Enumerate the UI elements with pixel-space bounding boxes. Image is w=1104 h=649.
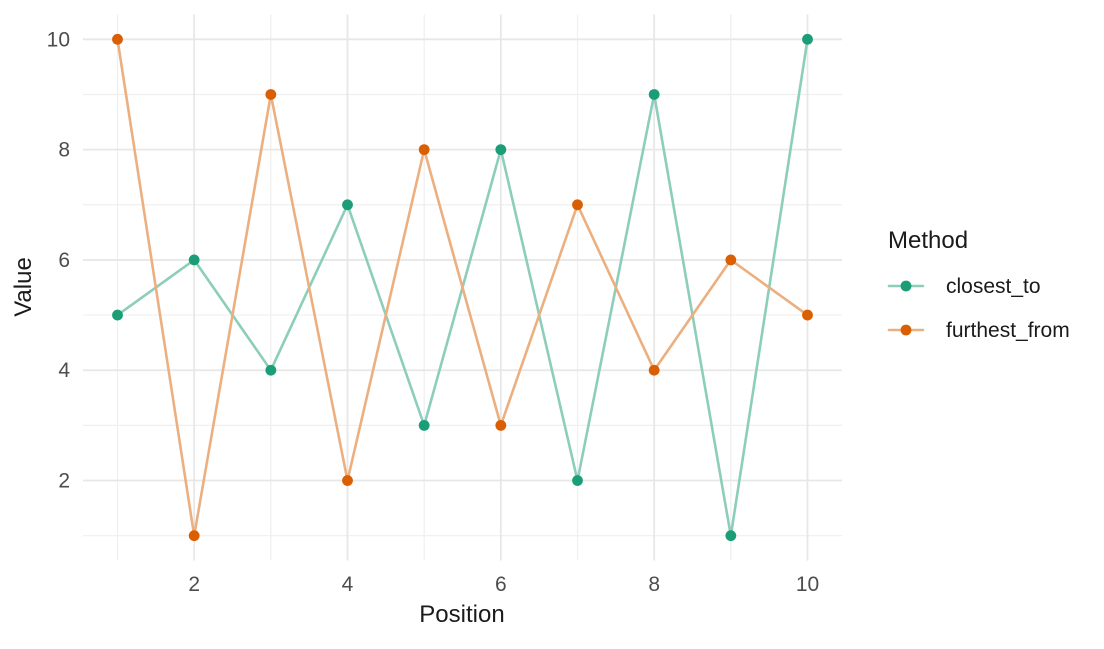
closest_to-point: [342, 199, 353, 211]
x-axis-title: Position: [419, 601, 504, 628]
furthest_from-point: [572, 199, 583, 211]
closest_to-point: [112, 309, 123, 321]
gridlines: [83, 14, 842, 561]
x-tick-labels: 2 4 6 8 10: [188, 573, 819, 596]
legend-label: furthest_from: [946, 319, 1070, 342]
series-lines: [116, 38, 809, 537]
closest_to-point: [188, 254, 200, 266]
closest_to-point: [495, 144, 507, 156]
y-tick-label: 8: [58, 139, 70, 162]
y-axis-title: Value: [10, 257, 37, 317]
closest_to-point: [725, 530, 737, 542]
furthest_from-point: [188, 530, 200, 542]
y-tick-label: 6: [58, 249, 70, 272]
furthest_from-point: [495, 419, 507, 431]
furthest_from-point: [802, 309, 813, 321]
closest_to-point: [572, 475, 583, 486]
legend-key-dot: [900, 324, 912, 336]
furthest_from-point: [265, 89, 277, 100]
y-tick-label: 2: [58, 470, 70, 493]
x-tick-label: 10: [796, 573, 819, 596]
closest_to-point: [648, 89, 660, 100]
legend-label: closest_to: [946, 275, 1041, 298]
closest_to-point: [418, 419, 430, 431]
furthest_from-point: [342, 475, 353, 486]
y-tick-label: 4: [58, 359, 70, 382]
legend-title: Method: [888, 227, 968, 254]
x-tick-label: 8: [648, 573, 660, 596]
x-tick-label: 2: [188, 573, 200, 596]
furthest_from-line: [116, 38, 809, 537]
closest_to-point: [802, 33, 813, 45]
furthest_from-point: [112, 33, 123, 45]
series-points: [112, 33, 813, 542]
x-tick-label: 4: [342, 573, 354, 596]
y-tick-label: 10: [47, 28, 70, 51]
legend-entries: closest_to furthest_from: [887, 275, 1070, 342]
closest_to-point: [265, 364, 277, 376]
furthest_from-point: [725, 254, 737, 266]
legend-key-dot: [900, 280, 912, 292]
x-tick-label: 6: [495, 573, 507, 596]
y-tick-labels: 2 4 6 8 10: [47, 28, 71, 492]
furthest_from-point: [418, 144, 430, 156]
furthest_from-point: [648, 364, 660, 376]
